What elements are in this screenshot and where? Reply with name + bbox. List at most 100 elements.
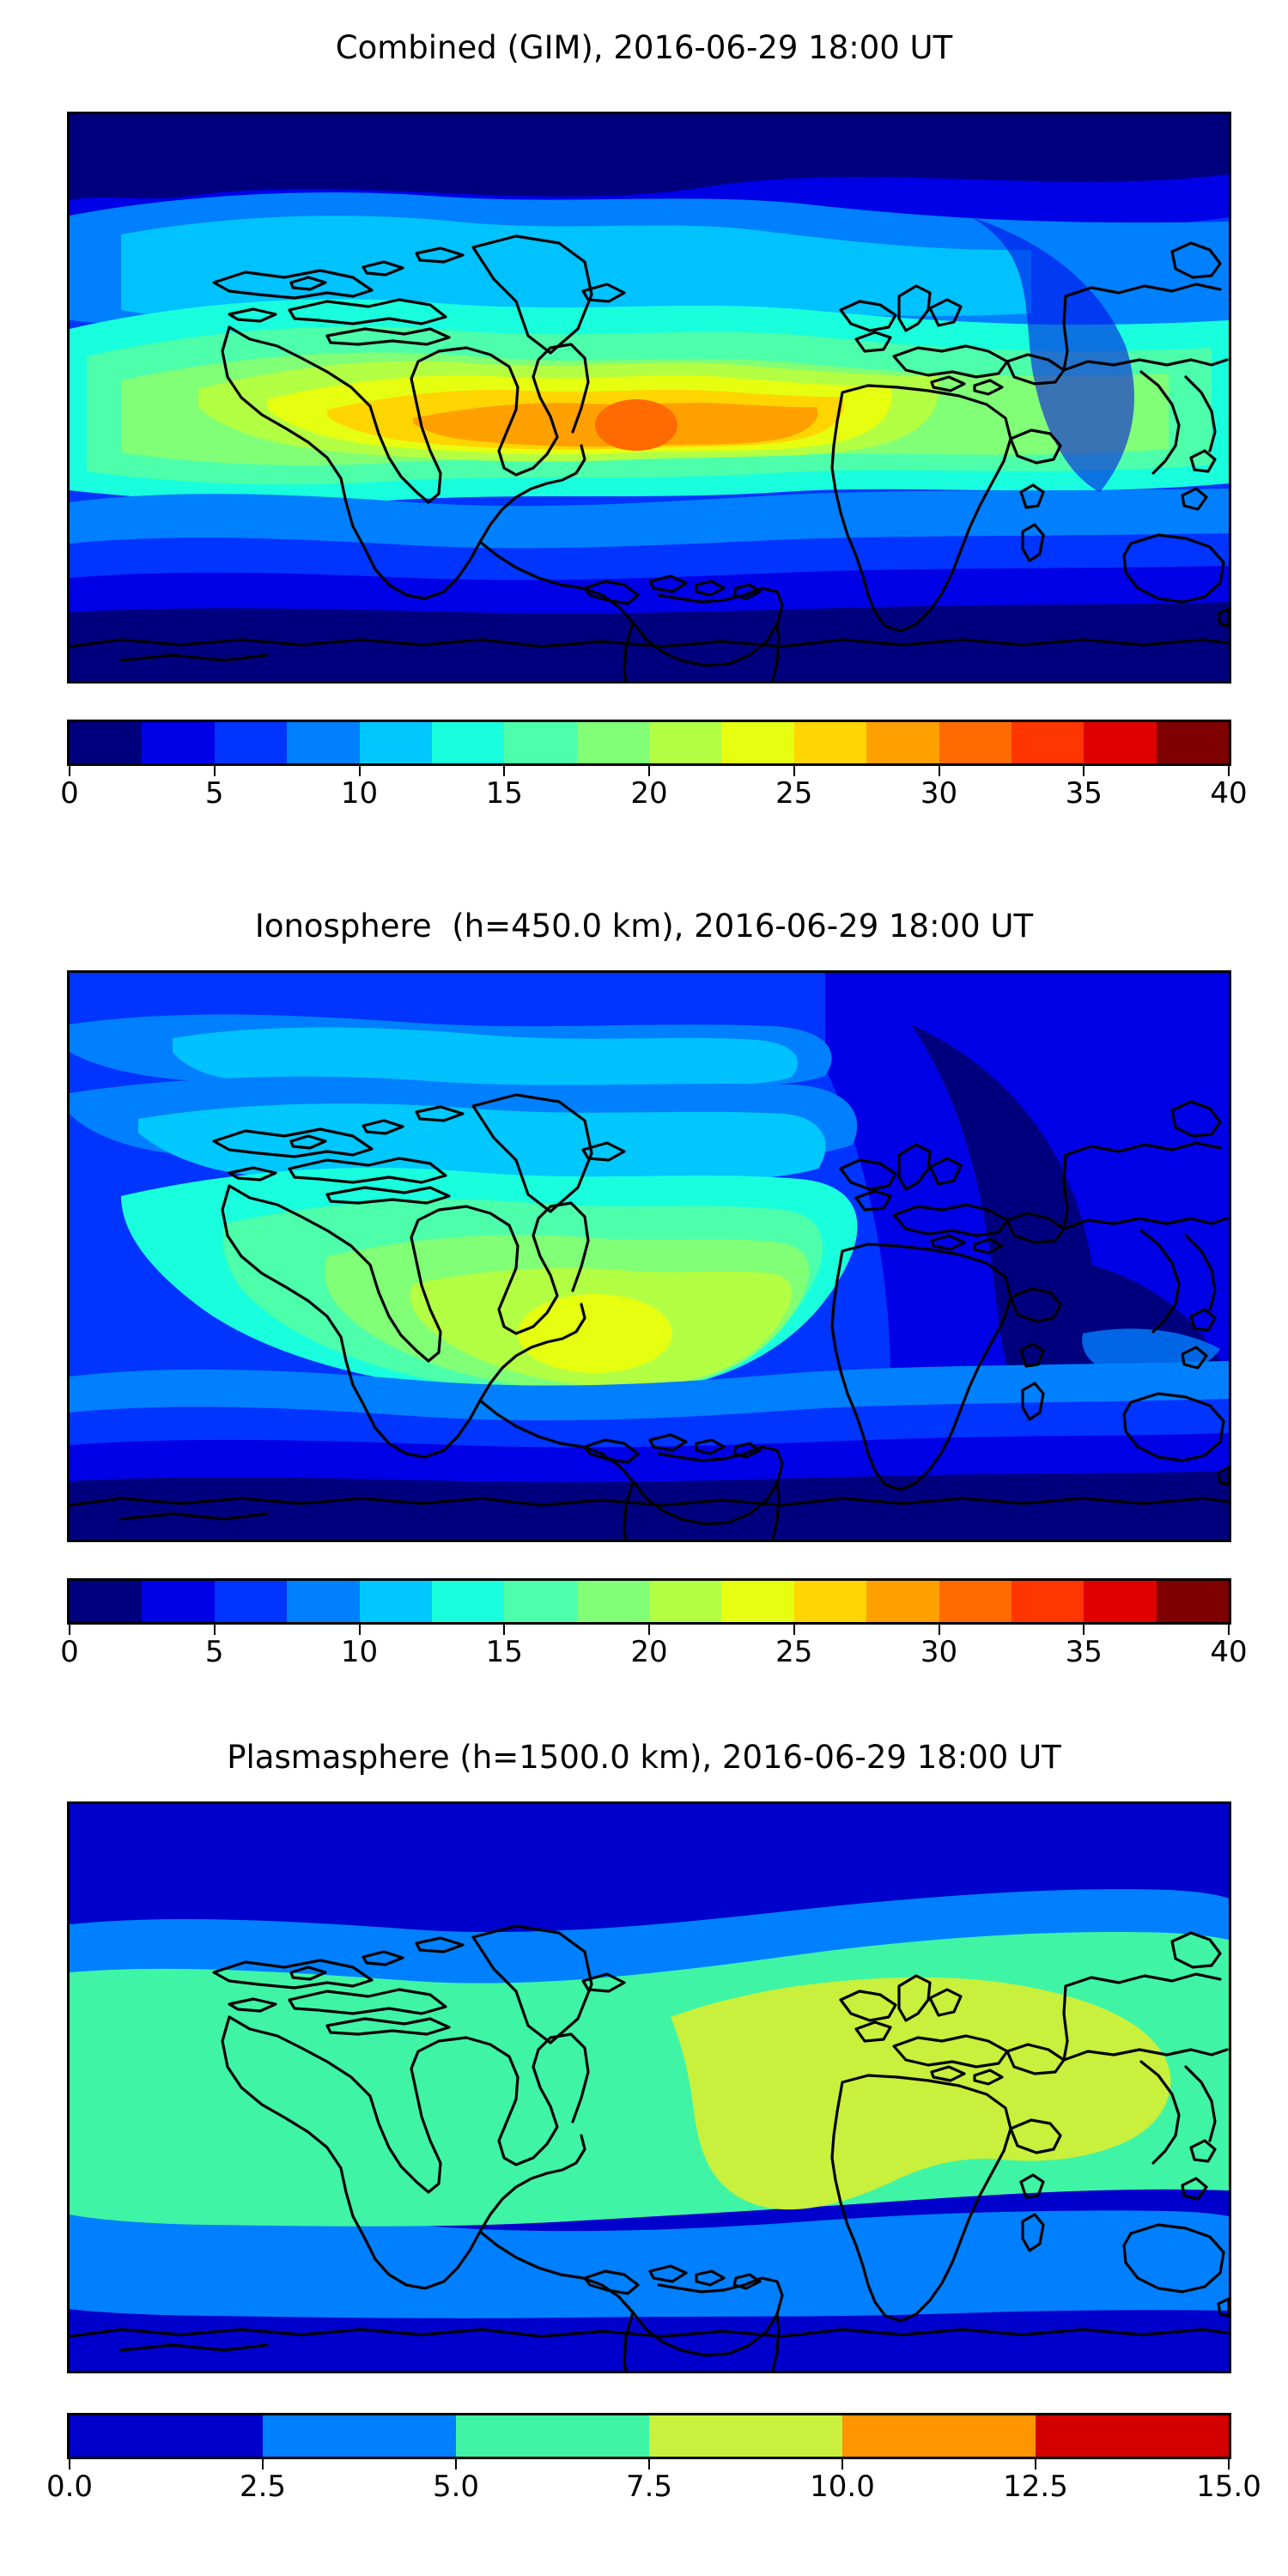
- cbar-band: [359, 1581, 432, 1622]
- map-svg-combined: [70, 114, 1229, 681]
- colorbar-tick: [262, 2459, 264, 2470]
- cbar-band: [142, 722, 215, 763]
- colorbar-tick: [648, 2459, 650, 2470]
- colorbar-tick: [358, 766, 361, 776]
- cbar-band: [721, 1581, 794, 1622]
- colorbar-plasmasphere[interactable]: [67, 2413, 1231, 2459]
- colorbar-tick: [1228, 2459, 1230, 2470]
- colorbar-wrap-ionosphere: 0 5 10 15 20 25 30 35 40: [60, 1578, 1248, 1674]
- colorbar-tick-label: 20: [630, 776, 668, 811]
- colorbar-combined[interactable]: [67, 720, 1231, 766]
- colorbar-axis-ionosphere: 0 5 10 15 20 25 30 35 40: [60, 1625, 1248, 1674]
- colorbar-tick-label: 0.0: [46, 2470, 94, 2504]
- colorbar-tick: [455, 2459, 457, 2470]
- cbar-band: [431, 1581, 505, 1622]
- cbar-band: [70, 722, 143, 763]
- panel-title-combined: Combined (GIM), 2016-06-29 18:00 UT: [335, 29, 953, 66]
- colorbar-axis-plasmasphere: 0.0 2.5 5.0 7.5 10.0 12.5 15.0: [46, 2459, 1261, 2509]
- cbar-band: [504, 722, 577, 763]
- cbar-band: [866, 1581, 939, 1622]
- cbar-band: [1011, 1581, 1084, 1622]
- cbar-band: [359, 722, 432, 763]
- cbar-band: [504, 1581, 577, 1622]
- cbar-band: [1084, 722, 1157, 763]
- cbar-band: [842, 2415, 1036, 2457]
- colorbar-ionosphere[interactable]: [67, 1578, 1231, 1625]
- map-svg-ionosphere: [70, 973, 1229, 1540]
- cbar-band: [649, 722, 722, 763]
- colorbar-tick-label: 15: [485, 1635, 523, 1669]
- colorbar-tick-label: 10: [340, 776, 379, 811]
- colorbar-tick-label: 15.0: [1196, 2470, 1261, 2504]
- colorbar-tick: [1228, 1625, 1230, 1635]
- cbar-band: [939, 1581, 1012, 1622]
- colorbar-tick-label: 12.5: [1003, 2470, 1068, 2504]
- colorbar-tick: [69, 766, 70, 776]
- cbar-band: [287, 1581, 360, 1622]
- cbar-band: [793, 722, 867, 763]
- colorbar-tick-label: 5: [204, 1635, 224, 1669]
- colorbar-tick-label: 35: [1065, 776, 1103, 811]
- cbar-band: [1156, 1581, 1229, 1622]
- map-ionosphere: [67, 970, 1231, 1542]
- colorbar-tick-label: 25: [775, 1635, 813, 1669]
- panel-combined-gim: Combined (GIM), 2016-06-29 18:00 UT: [0, 0, 1288, 859]
- colorbar-tick-label: 40: [1210, 1635, 1248, 1669]
- cbar-band: [939, 722, 1012, 763]
- cbar-band: [456, 2415, 649, 2457]
- colorbar-tick-label: 5.0: [432, 2470, 480, 2504]
- map-svg-plasmasphere: [70, 1804, 1229, 2371]
- colorbar-tick-label: 5: [204, 776, 224, 811]
- colorbar-tick: [793, 1625, 795, 1635]
- colorbar-tick: [1083, 1625, 1085, 1635]
- map-combined-gim: [67, 112, 1231, 683]
- cbar-band: [214, 1581, 288, 1622]
- colorbar-tick: [213, 1625, 216, 1635]
- cbar-band: [70, 2415, 263, 2457]
- cbar-band: [1036, 2415, 1229, 2457]
- cbar-band: [142, 1581, 215, 1622]
- colorbar-tick: [69, 2459, 70, 2470]
- colorbar-tick: [1035, 2459, 1036, 2470]
- colorbar-tick: [213, 766, 216, 776]
- colorbar-tick-label: 2.5: [239, 2470, 287, 2504]
- colorbar-tick: [938, 1625, 940, 1635]
- colorbar-tick-label: 20: [630, 1635, 668, 1669]
- panel-title-plasmasphere: Plasmasphere (h=1500.0 km), 2016-06-29 1…: [227, 1739, 1061, 1776]
- cbar-band: [1084, 1581, 1157, 1622]
- colorbar-tick-label: 0: [60, 776, 79, 811]
- colorbar-tick: [793, 766, 795, 776]
- colorbar-wrap-combined: 0 5 10 15 20 25 30 35 40: [60, 720, 1248, 816]
- colorbar-tick: [1083, 766, 1085, 776]
- colorbar-tick-label: 10.0: [810, 2470, 875, 2504]
- colorbar-tick: [841, 2459, 843, 2470]
- colorbar-tick-label: 40: [1210, 776, 1248, 811]
- cbar-band: [70, 1581, 143, 1622]
- map-plasmasphere: [67, 1801, 1231, 2373]
- cbar-band: [263, 2415, 456, 2457]
- colorbar-tick: [938, 766, 940, 776]
- colorbar-tick: [503, 766, 506, 776]
- colorbar-wrap-plasmasphere: 0.0 2.5 5.0 7.5 10.0 12.5 15.0: [46, 2413, 1261, 2509]
- panel-ionosphere: Ionosphere (h=450.0 km), 2016-06-29 18:0…: [0, 859, 1288, 1726]
- colorbar-tick-label: 35: [1065, 1635, 1103, 1669]
- cbar-band: [287, 722, 360, 763]
- colorbar-tick: [69, 1625, 70, 1635]
- cbar-band: [1011, 722, 1084, 763]
- colorbar-tick: [1228, 766, 1230, 776]
- colorbar-tick: [503, 1625, 506, 1635]
- cbar-band: [793, 1581, 867, 1622]
- colorbar-tick-label: 10: [340, 1635, 379, 1669]
- colorbar-tick-label: 30: [920, 776, 958, 811]
- colorbar-tick: [648, 766, 650, 776]
- cbar-band: [214, 722, 288, 763]
- cbar-band: [1156, 722, 1229, 763]
- colorbar-tick-label: 25: [775, 776, 813, 811]
- cbar-band: [649, 1581, 722, 1622]
- cbar-band: [866, 722, 939, 763]
- colorbar-tick: [358, 1625, 361, 1635]
- colorbar-axis-combined: 0 5 10 15 20 25 30 35 40: [60, 766, 1248, 816]
- panel-plasmasphere: Plasmasphere (h=1500.0 km), 2016-06-29 1…: [0, 1726, 1288, 2576]
- cbar-band: [576, 722, 649, 763]
